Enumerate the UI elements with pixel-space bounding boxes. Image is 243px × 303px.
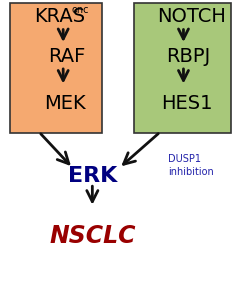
Text: NOTCH: NOTCH xyxy=(157,7,226,26)
Text: MEK: MEK xyxy=(44,94,85,112)
Bar xyxy=(10,3,102,133)
Bar xyxy=(134,3,231,133)
Text: onc: onc xyxy=(72,5,89,15)
Text: KRAS: KRAS xyxy=(34,7,85,26)
Text: DUSP1
inhibition: DUSP1 inhibition xyxy=(168,154,213,177)
Text: RAF: RAF xyxy=(49,47,86,65)
Text: NSCLC: NSCLC xyxy=(49,224,136,248)
Text: ERK: ERK xyxy=(68,166,117,186)
Text: RBPJ: RBPJ xyxy=(166,47,211,65)
Text: HES1: HES1 xyxy=(162,94,213,112)
